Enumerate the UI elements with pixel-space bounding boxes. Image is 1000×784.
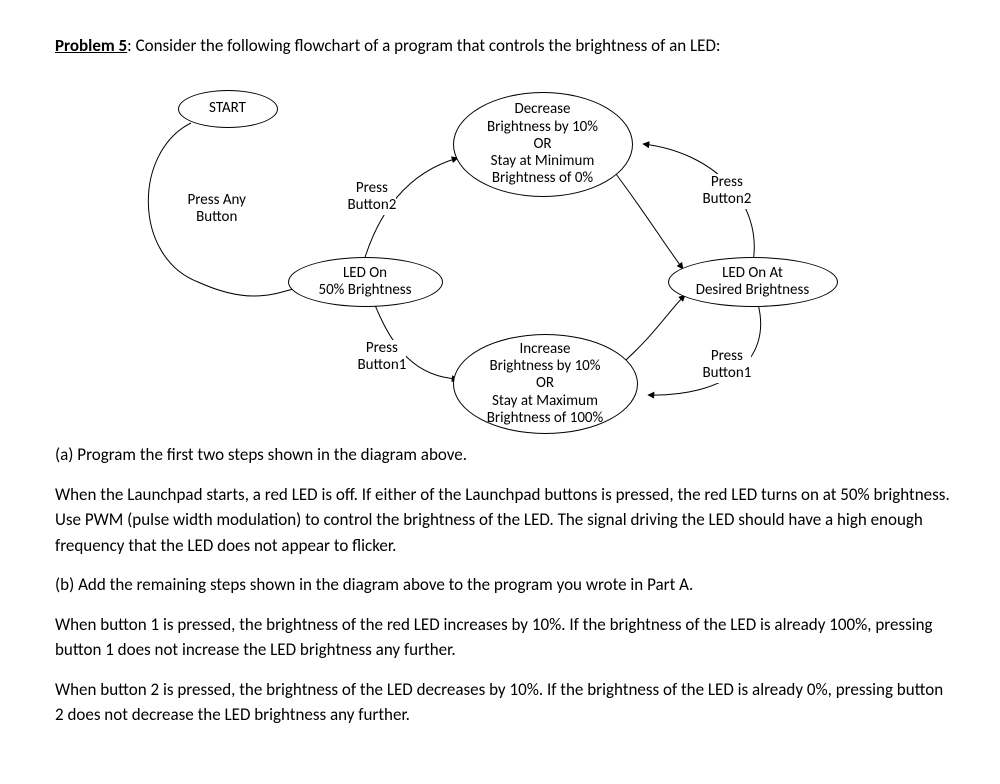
para-a-body: When the Launchpad starts, a red LED is … (55, 482, 950, 559)
para-b: (b) Add the remaining steps shown in the… (55, 572, 950, 598)
flowchart-diagram: START LED On 50% Brightness Decrease Bri… (63, 62, 943, 432)
node-led-50: LED On 50% Brightness (288, 257, 443, 307)
body-text: (a) Program the first two steps shown in… (55, 442, 950, 728)
problem-label: Problem 5 (55, 35, 127, 56)
edge-press-b1-left: Press Button1 (358, 340, 407, 375)
para-b-body2: When button 2 is pressed, the brightness… (55, 677, 950, 728)
node-desired: LED On At Desired Brightness (668, 257, 838, 307)
node-start: START (178, 90, 278, 128)
edge-press-any: Press Any Button (188, 192, 246, 227)
node-increase: Increase Brightness by 10% OR Stay at Ma… (453, 334, 638, 434)
edge-press-b1-right: Press Button1 (703, 348, 752, 383)
problem-rest: : Consider the following flowchart of a … (127, 35, 720, 56)
problem-heading: Problem 5: Consider the following flowch… (55, 35, 950, 56)
edge-press-b2-right: Press Button2 (703, 174, 752, 209)
para-a: (a) Program the first two steps shown in… (55, 442, 950, 468)
edge-press-b2-left: Press Button2 (348, 180, 397, 215)
para-b-body1: When button 1 is pressed, the brightness… (55, 612, 950, 663)
node-decrease: Decrease Brightness by 10% OR Stay at Mi… (453, 92, 633, 197)
